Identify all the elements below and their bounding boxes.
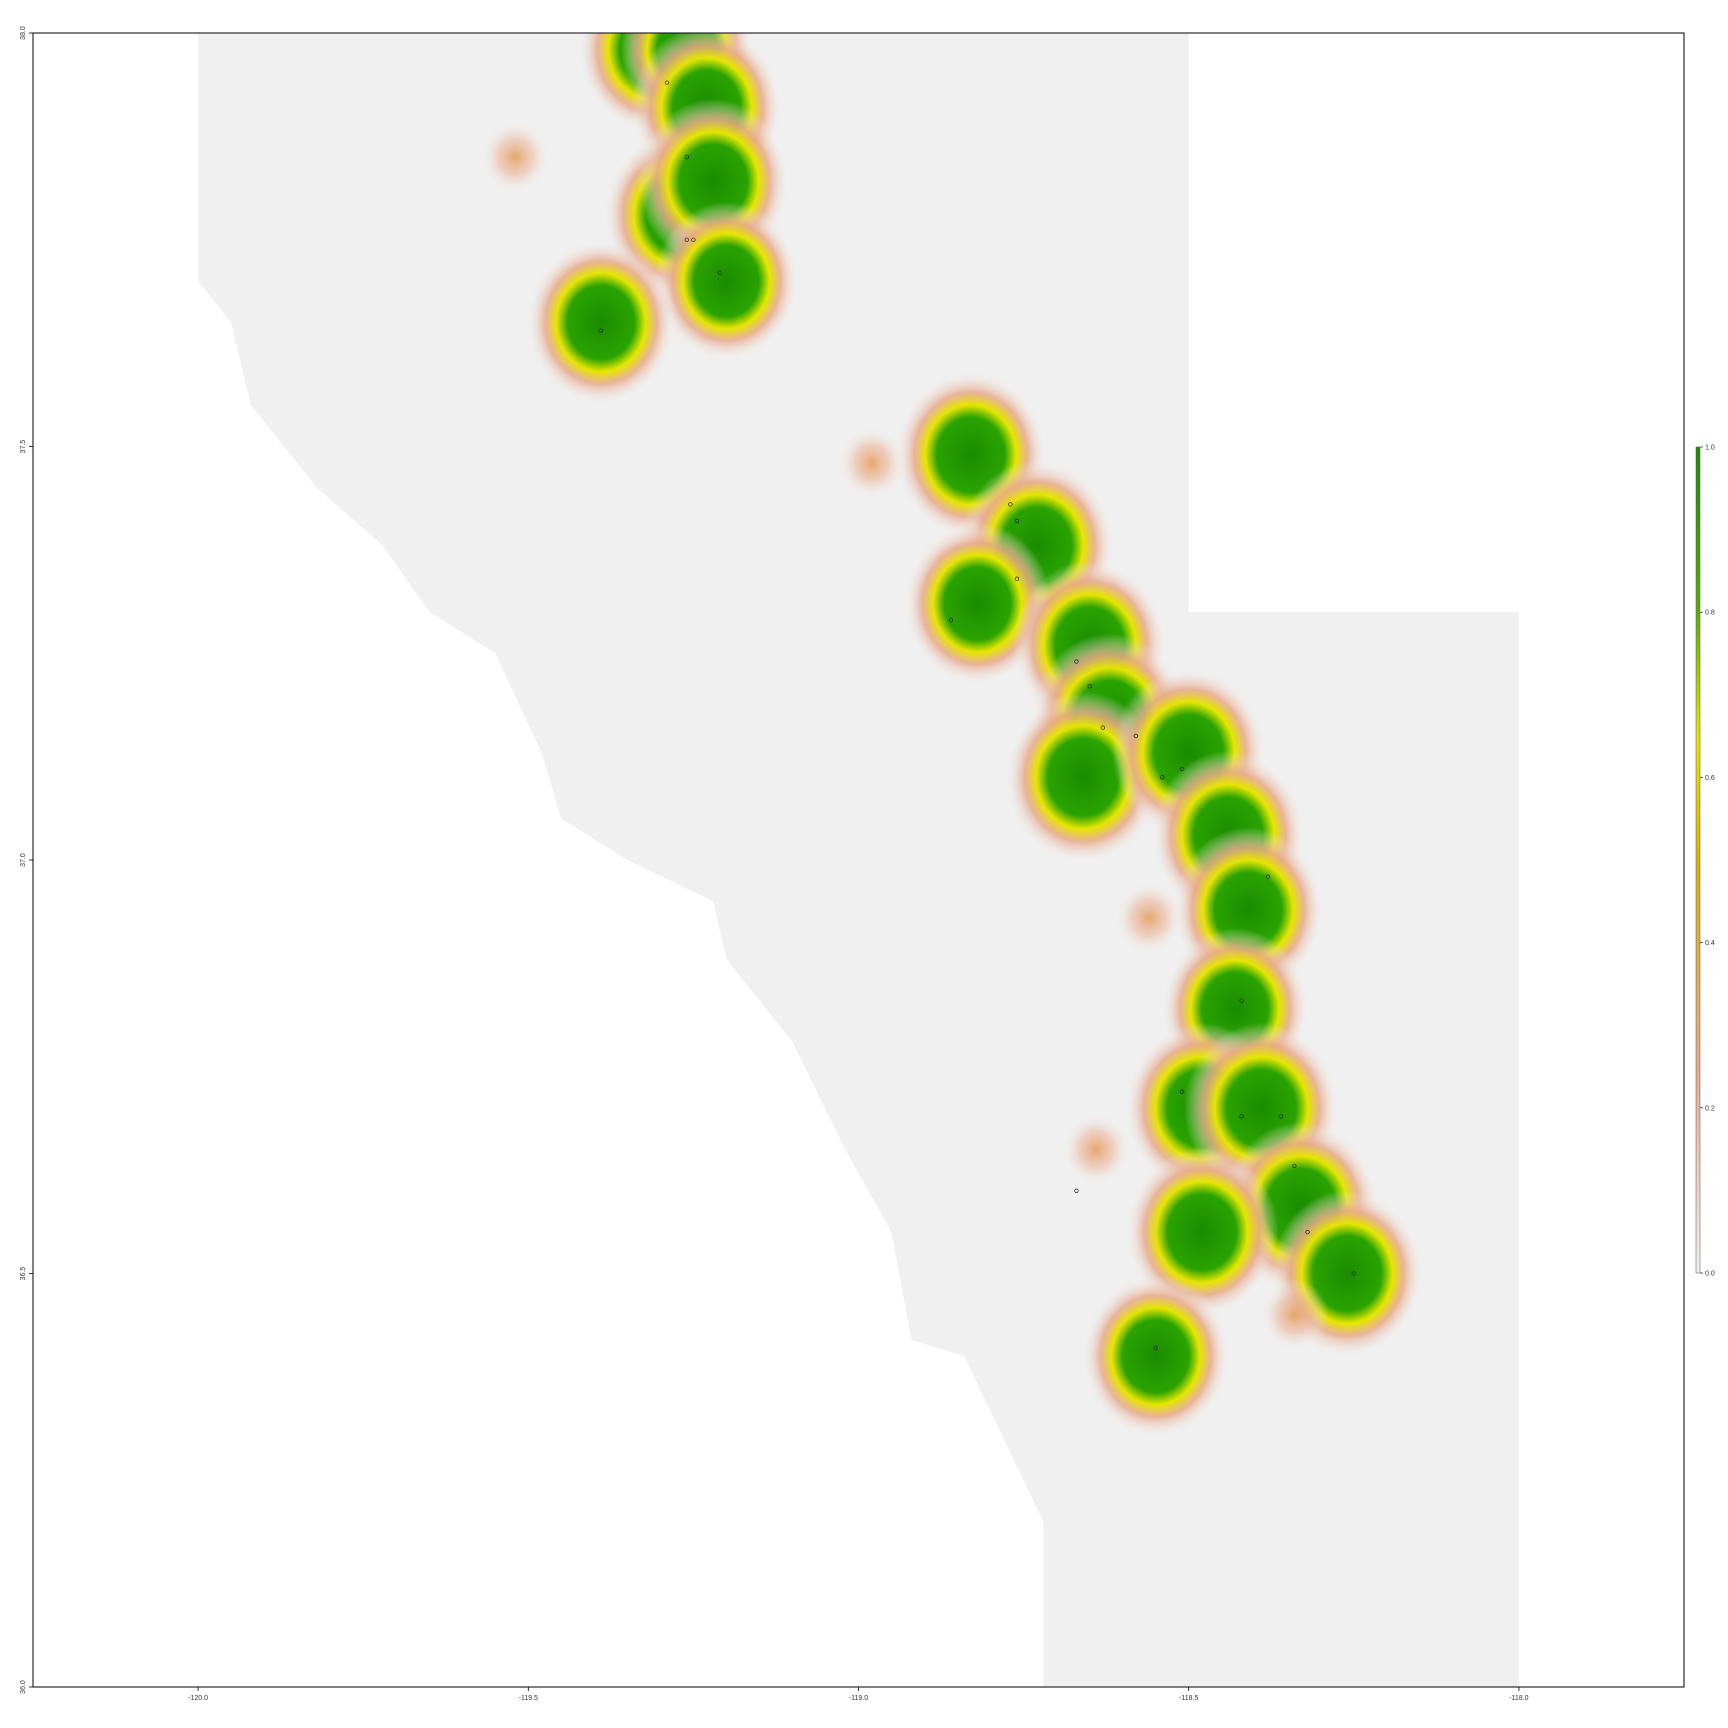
occurrence-point xyxy=(1014,518,1020,524)
occurrence-point xyxy=(1008,502,1013,507)
x-tick-label: -119.0 xyxy=(849,1695,868,1702)
legend-tick-label: 1.0 xyxy=(1705,445,1715,452)
occurrence-point xyxy=(1292,1163,1297,1169)
occurrence-point xyxy=(1153,1345,1158,1351)
suitability-hotspot xyxy=(481,121,550,194)
occurrence-point xyxy=(1074,1188,1079,1193)
occurrence-point xyxy=(1179,766,1185,772)
occurrence-point xyxy=(1265,874,1271,879)
occurrence-point xyxy=(1305,1229,1310,1235)
suitability-hotspot xyxy=(526,240,676,405)
occurrence-point xyxy=(1074,659,1079,664)
suitability-hotspot xyxy=(1260,1278,1329,1351)
color-legend: 0.0 0.2 0.4 0.6 0.8 1.0 xyxy=(1695,445,1715,1278)
y-axis: 36.0 36.5 37.0 37.5 38.0 xyxy=(20,26,33,1694)
occurrence-point xyxy=(717,270,722,275)
occurrence-point xyxy=(691,237,696,242)
legend-tick-label: 0.2 xyxy=(1705,1105,1715,1112)
occurrence-point xyxy=(1160,775,1165,780)
suitability-hotspot xyxy=(837,427,906,500)
occurrence-point xyxy=(598,328,604,333)
x-tick-label: -120.0 xyxy=(188,1695,208,1702)
occurrence-point xyxy=(664,80,670,85)
y-tick-label: 36.0 xyxy=(20,1680,27,1694)
occurrence-point xyxy=(1133,733,1139,739)
legend-tick-label: 0.0 xyxy=(1705,1271,1715,1278)
y-tick-label: 37.5 xyxy=(20,440,27,454)
suitability-hotspot xyxy=(654,201,799,361)
x-axis: -120.0 -119.5 -119.0 -118.5 -118.0 xyxy=(188,1687,1529,1702)
occurrence-point xyxy=(1279,1114,1284,1119)
x-tick-label: -118.5 xyxy=(1179,1695,1198,1702)
y-tick-label: 38.0 xyxy=(20,26,27,40)
raster-domain xyxy=(198,33,1519,1687)
occurrence-point xyxy=(1239,998,1244,1003)
legend-tick-label: 0.4 xyxy=(1705,940,1715,947)
occurrence-point xyxy=(1179,1089,1185,1094)
suitability-hotspot xyxy=(1082,1275,1230,1438)
y-tick-label: 37.0 xyxy=(20,853,27,867)
legend-colorbar xyxy=(1695,446,1701,1274)
x-tick-label: -118.0 xyxy=(1509,1695,1528,1702)
occurrence-point xyxy=(1100,725,1105,730)
occurrence-points xyxy=(598,80,1356,1351)
legend-tick-label: 0.6 xyxy=(1705,775,1715,782)
occurrence-point xyxy=(1087,684,1092,689)
y-tick-label: 36.5 xyxy=(20,1267,27,1281)
occurrence-point xyxy=(1014,576,1020,581)
suitability-layer xyxy=(481,33,1423,1438)
suitability-hotspot xyxy=(1125,1147,1279,1317)
occurrence-point xyxy=(684,237,689,242)
occurrence-point xyxy=(1239,1114,1244,1119)
suitability-hotspot xyxy=(1115,881,1184,954)
occurrence-point xyxy=(684,154,689,160)
legend-tick-label: 0.8 xyxy=(1705,610,1715,617)
x-tick-label: -119.5 xyxy=(519,1695,538,1702)
suitability-hotspot xyxy=(1062,1113,1131,1186)
occurrence-point xyxy=(1351,1271,1356,1276)
occurrence-point xyxy=(948,618,954,623)
